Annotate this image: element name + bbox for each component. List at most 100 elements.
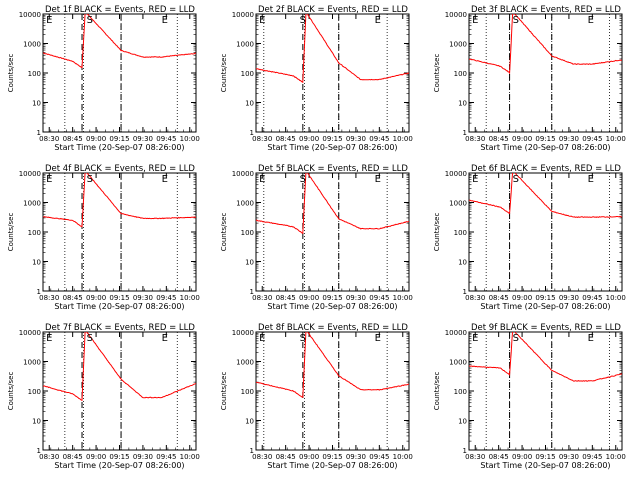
panel-title: Det 5f BLACK = Events, RED = LLD bbox=[258, 164, 408, 174]
chart-panel-9: Det 9f BLACK = Events, RED = LLD 1 10 100 10… bbox=[433, 323, 626, 470]
y-tick-label: 10000 bbox=[445, 11, 467, 19]
x-tick-label: 08:30 bbox=[465, 135, 485, 143]
plot-frame bbox=[255, 172, 410, 292]
y-axis-label: Counts/sec bbox=[433, 54, 441, 93]
y-axis-label: Counts/sec bbox=[433, 372, 441, 411]
y-tick-label: 10000 bbox=[445, 170, 467, 178]
x-tick-label: 09:30 bbox=[559, 294, 579, 302]
plot-frame bbox=[468, 13, 623, 133]
y-tick-label: 1 bbox=[463, 447, 467, 455]
y-axis-label: Counts/sec bbox=[7, 213, 15, 252]
x-axis-label: Start Time (20-Sep-07 08:26:00) bbox=[267, 302, 397, 311]
y-tick-label: 100 bbox=[241, 388, 254, 396]
x-tick-label: 09:15 bbox=[535, 135, 555, 143]
y-tick-label: 100 bbox=[454, 229, 467, 237]
y-tick-label: 10 bbox=[458, 418, 467, 426]
chart-panel-1: Det 1f BLACK = Events, RED = LLD 1 10 100 10… bbox=[7, 5, 200, 152]
period-marker-label: S bbox=[513, 333, 519, 344]
y-tick-label: 10000 bbox=[445, 329, 467, 337]
lld-series-line bbox=[469, 332, 622, 382]
x-tick-label: 08:45 bbox=[489, 453, 509, 461]
x-tick-label: 09:00 bbox=[299, 135, 319, 143]
y-tick-label: 10 bbox=[245, 259, 254, 267]
panel-title: Det 1f BLACK = Events, RED = LLD bbox=[45, 5, 195, 15]
x-tick-label: 09:45 bbox=[156, 453, 176, 461]
chart-panel-3: Det 3f BLACK = Events, RED = LLD 1 10 100 10… bbox=[433, 5, 626, 152]
x-tick-label: 09:00 bbox=[86, 453, 106, 461]
x-tick-label: 08:45 bbox=[276, 294, 296, 302]
y-tick-label: 1 bbox=[250, 447, 254, 455]
x-tick-label: 08:30 bbox=[465, 453, 485, 461]
plot-frame bbox=[42, 331, 197, 451]
y-tick-label: 1 bbox=[37, 288, 41, 296]
x-tick-label: 10:00 bbox=[180, 135, 200, 143]
y-tick-label: 1000 bbox=[23, 359, 41, 367]
y-tick-label: 10 bbox=[32, 259, 41, 267]
chart-panel-5: Det 5f BLACK = Events, RED = LLD 1 10 100 10… bbox=[220, 164, 413, 311]
period-marker-label: S bbox=[513, 15, 519, 26]
lld-series-line bbox=[43, 332, 196, 401]
y-tick-label: 1000 bbox=[23, 200, 41, 208]
x-tick-label: 09:45 bbox=[369, 453, 389, 461]
y-tick-label: 1 bbox=[37, 129, 41, 137]
x-tick-label: 09:45 bbox=[582, 135, 602, 143]
y-tick-label: 1 bbox=[250, 129, 254, 137]
x-tick-label: 08:45 bbox=[276, 453, 296, 461]
period-marker-label: E bbox=[259, 15, 265, 26]
x-tick-label: 08:30 bbox=[252, 294, 272, 302]
y-tick-label: 1 bbox=[463, 129, 467, 137]
period-marker-label: E bbox=[46, 174, 52, 185]
x-axis-label: Start Time (20-Sep-07 08:26:00) bbox=[480, 143, 610, 152]
x-tick-label: 09:00 bbox=[86, 294, 106, 302]
plot-frame bbox=[42, 172, 197, 292]
x-tick-label: 09:15 bbox=[322, 453, 342, 461]
x-tick-label: 09:00 bbox=[512, 135, 532, 143]
x-tick-label: 09:30 bbox=[346, 453, 366, 461]
period-marker-label: E bbox=[588, 174, 594, 185]
x-tick-label: 09:45 bbox=[156, 135, 176, 143]
period-marker-label: E bbox=[588, 15, 594, 26]
panel-title: Det 9f BLACK = Events, RED = LLD bbox=[471, 323, 621, 333]
y-tick-label: 10000 bbox=[232, 170, 254, 178]
y-tick-label: 10000 bbox=[232, 329, 254, 337]
panel-title: Det 6f BLACK = Events, RED = LLD bbox=[471, 164, 621, 174]
x-tick-label: 08:30 bbox=[252, 453, 272, 461]
y-tick-label: 10000 bbox=[19, 329, 41, 337]
x-tick-label: 09:45 bbox=[582, 453, 602, 461]
x-tick-label: 09:15 bbox=[535, 453, 555, 461]
x-tick-label: 09:15 bbox=[322, 294, 342, 302]
lld-series-line bbox=[469, 14, 622, 75]
x-tick-label: 09:00 bbox=[512, 453, 532, 461]
x-tick-label: 09:45 bbox=[582, 294, 602, 302]
y-tick-label: 100 bbox=[28, 70, 41, 78]
panel-title: Det 3f BLACK = Events, RED = LLD bbox=[471, 5, 621, 15]
period-marker-label: E bbox=[162, 15, 168, 26]
panel-title: Det 4f BLACK = Events, RED = LLD bbox=[45, 164, 195, 174]
period-marker-label: E bbox=[162, 174, 168, 185]
y-tick-label: 1000 bbox=[449, 359, 467, 367]
x-tick-label: 09:45 bbox=[369, 294, 389, 302]
period-marker-label: E bbox=[472, 174, 478, 185]
y-tick-label: 100 bbox=[28, 388, 41, 396]
x-tick-label: 10:00 bbox=[180, 453, 200, 461]
x-tick-label: 09:30 bbox=[133, 453, 153, 461]
x-tick-label: 09:45 bbox=[369, 135, 389, 143]
x-axis-label: Start Time (20-Sep-07 08:26:00) bbox=[480, 461, 610, 470]
plot-frame bbox=[468, 331, 623, 451]
x-tick-label: 08:30 bbox=[39, 294, 59, 302]
x-tick-label: 09:30 bbox=[133, 135, 153, 143]
y-tick-label: 10 bbox=[32, 100, 41, 108]
period-marker-label: E bbox=[46, 15, 52, 26]
x-tick-label: 09:15 bbox=[322, 135, 342, 143]
y-tick-label: 100 bbox=[454, 70, 467, 78]
x-tick-label: 09:30 bbox=[133, 294, 153, 302]
y-tick-label: 10000 bbox=[19, 170, 41, 178]
lld-series-line bbox=[43, 14, 196, 69]
period-marker-label: E bbox=[375, 174, 381, 185]
period-marker-label: S bbox=[300, 333, 306, 344]
y-axis-label: Counts/sec bbox=[220, 54, 228, 93]
y-tick-label: 10 bbox=[458, 100, 467, 108]
x-tick-label: 09:15 bbox=[535, 294, 555, 302]
x-tick-label: 09:00 bbox=[299, 453, 319, 461]
